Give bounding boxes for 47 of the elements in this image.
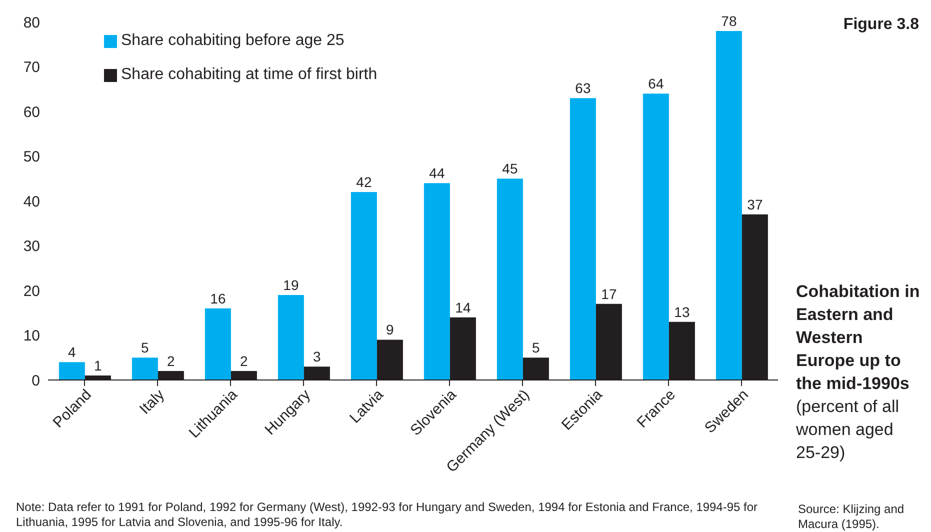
data-label: 14 <box>455 299 471 316</box>
data-label: 16 <box>210 290 226 306</box>
text: (percent of all women aged 25-29) <box>796 396 900 464</box>
bar <box>496 178 523 380</box>
data-label: 4 <box>68 344 76 360</box>
bar <box>132 358 158 380</box>
y-tick-label: 0 <box>32 372 40 390</box>
data-label: 17 <box>601 286 617 302</box>
data-label: 45 <box>502 160 518 177</box>
data-label: 1 <box>94 358 102 374</box>
bar <box>570 98 596 380</box>
data-label: 13 <box>674 304 690 320</box>
data-label: 2 <box>240 353 248 370</box>
data-label: 2 <box>167 353 176 370</box>
y-tick-label: 80 <box>23 14 40 32</box>
caption: Figure 3.8 <box>843 16 919 34</box>
y-tick-label: 10 <box>23 328 40 345</box>
data-label: 9 <box>386 322 394 338</box>
y-tick-label: 50 <box>23 148 40 166</box>
y-tick-label: 20 <box>23 282 40 300</box>
data-label: 44 <box>429 165 445 182</box>
bar <box>424 183 450 380</box>
data-label: 5 <box>532 340 540 356</box>
source-note: Source: Klijzing and Macura (1995). <box>798 502 906 532</box>
bar <box>642 94 669 380</box>
y-tick-label: 70 <box>23 59 40 76</box>
data-label: 3 <box>313 348 322 365</box>
text: Note: Data refer to 1991 for Poland, 1992 for Germany (West), 1992-93 for Hungary and Sweden, 1994 for Estonia and France, 1994-95 for Lithuania, 1995 for Latvia and Slovenia, and 1995-96 for Italy. <box>16 500 759 530</box>
data-label: 63 <box>575 80 591 96</box>
legend-label: Share cohabiting at time of first birth <box>121 65 378 85</box>
bar <box>58 362 85 380</box>
bar <box>278 294 304 380</box>
y-tick-label: 60 <box>23 104 40 121</box>
x-tick-label: Italy <box>136 386 168 418</box>
y-tick-label: 30 <box>23 238 40 256</box>
data-label: 78 <box>721 12 737 29</box>
data-label: 37 <box>747 196 763 212</box>
bar <box>350 192 377 380</box>
data-label: 5 <box>141 340 150 356</box>
text: Cohabitation in Eastern and Western Europe up to the mid-1990s <box>796 281 921 395</box>
data-label: 64 <box>648 76 664 92</box>
data-label: 19 <box>283 276 299 293</box>
bar <box>716 30 742 380</box>
bar <box>204 308 231 380</box>
y-tick-label: 40 <box>23 193 40 210</box>
data-label: 42 <box>356 174 372 190</box>
legend-label: Share cohabiting before age 25 <box>121 31 344 51</box>
